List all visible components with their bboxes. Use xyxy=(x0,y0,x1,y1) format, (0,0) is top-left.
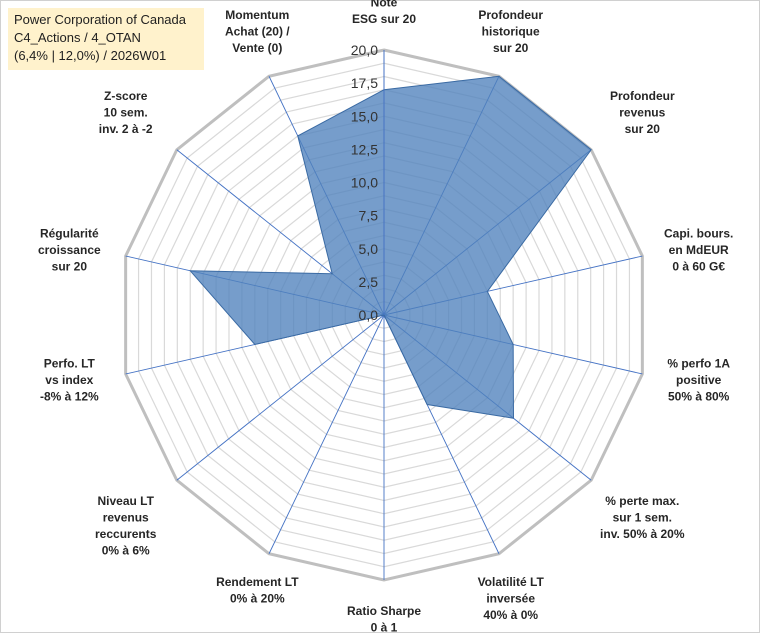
axis-label-line: Perfo. LT xyxy=(44,356,96,370)
axis-label-line: en MdEUR xyxy=(669,243,729,257)
axis-label-line: Z-score xyxy=(104,89,148,103)
axis-label-line: Capi. bours. xyxy=(664,227,733,241)
axis-label-line: positive xyxy=(676,373,722,387)
axis-label-line: Volatilité LT xyxy=(478,575,545,589)
axis-label-line: inv. 50% à 20% xyxy=(600,527,685,541)
axis-label-line: Profondeur xyxy=(478,8,543,22)
tick-label: 20,0 xyxy=(351,42,378,58)
axis-label-line: historique xyxy=(482,24,540,38)
tick-label: 17,5 xyxy=(351,75,378,91)
axis-label-line: 50% à 80% xyxy=(668,389,730,403)
axis-label-line: 0 à 60 G€ xyxy=(672,260,725,274)
axis-label-line: Profondeur xyxy=(610,89,675,103)
axis-label-3: Capi. bours. en MdEUR 0 à 60 G€ xyxy=(664,227,733,274)
axis-label-line: croissance xyxy=(38,243,101,257)
axis-label-line: 0% à 20% xyxy=(230,592,285,606)
axis-label-line: revenus xyxy=(619,105,665,119)
axis-label-line: Vente (0) xyxy=(232,41,282,55)
axis-label-line: % perte max. xyxy=(605,494,679,508)
axis-label-line: 0 à 1 xyxy=(371,621,398,633)
axis-label-line: Note xyxy=(371,0,398,10)
axis-label-6: Volatilité LT inversée 40% à 0% xyxy=(478,575,545,622)
title-line-1: Power Corporation of Canada xyxy=(14,12,186,27)
axis-label-line: Ratio Sharpe xyxy=(347,604,421,618)
axis-spoke-8 xyxy=(268,314,385,554)
axis-spoke-9 xyxy=(176,314,385,481)
axis-label-11: Régularité croissance sur 20 xyxy=(38,227,101,274)
axis-label-4: % perfo 1A positive 50% à 80% xyxy=(667,356,730,403)
axis-label-12: Z-score 10 sem. inv. 2 à -2 xyxy=(99,89,153,136)
axis-label-line: sur 1 sem. xyxy=(613,511,672,525)
title-box: Power Corporation of Canada C4_Actions /… xyxy=(8,8,204,70)
data-series-area xyxy=(189,75,592,419)
axis-label-line: 0% à 6% xyxy=(102,544,150,558)
tick-label: 0,0 xyxy=(359,307,379,323)
axis-label-line: Rendement LT xyxy=(216,575,299,589)
title-line-3: (6,4% | 12,0%) / 2026W01 xyxy=(14,48,167,63)
axis-label-line: sur 20 xyxy=(493,41,529,55)
axis-label-2: Profondeur revenus sur 20 xyxy=(610,89,675,136)
axis-label-1: Profondeur historique sur 20 xyxy=(478,8,543,55)
title-line-2: C4_Actions / 4_OTAN xyxy=(14,30,141,45)
axis-label-5: % perte max. sur 1 sem. inv. 50% à 20% xyxy=(600,494,685,541)
axis-label-line: -8% à 12% xyxy=(40,389,99,403)
axis-label-10: Perfo. LT vs index -8% à 12% xyxy=(40,356,99,403)
axis-label-line: inversée xyxy=(486,592,535,606)
tick-label: 2,5 xyxy=(359,274,379,290)
axis-label-line: 10 sem. xyxy=(104,105,148,119)
tick-label: 10,0 xyxy=(351,175,378,191)
axis-label-line: Achat (20) / xyxy=(225,24,290,38)
axis-label-9: Niveau LT revenus reccurents 0% à 6% xyxy=(95,494,157,558)
axis-label-13: Momentum Achat (20) / Vente (0) xyxy=(225,8,290,55)
tick-label: 12,5 xyxy=(351,141,378,157)
tick-label: 15,0 xyxy=(351,108,378,124)
axis-label-line: sur 20 xyxy=(52,260,88,274)
axis-label-line: Niveau LT xyxy=(97,494,154,508)
tick-label: 7,5 xyxy=(359,208,379,224)
axis-label-line: % perfo 1A xyxy=(667,356,730,370)
axis-label-line: Régularité xyxy=(40,227,99,241)
axis-label-line: Momentum xyxy=(225,8,289,22)
axis-label-line: inv. 2 à -2 xyxy=(99,122,153,136)
axis-label-line: vs index xyxy=(45,373,93,387)
axis-label-7: Ratio Sharpe 0 à 1 xyxy=(347,604,421,633)
axis-label-8: Rendement LT 0% à 20% xyxy=(216,575,299,606)
axis-label-line: reccurents xyxy=(95,527,157,541)
axis-label-line: sur 20 xyxy=(625,122,661,136)
axis-label-0: Note ESG sur 20 xyxy=(352,0,416,26)
tick-label: 5,0 xyxy=(359,241,379,257)
axis-label-line: 40% à 0% xyxy=(483,608,538,622)
axis-label-line: ESG sur 20 xyxy=(352,12,416,26)
axis-label-line: revenus xyxy=(103,511,149,525)
